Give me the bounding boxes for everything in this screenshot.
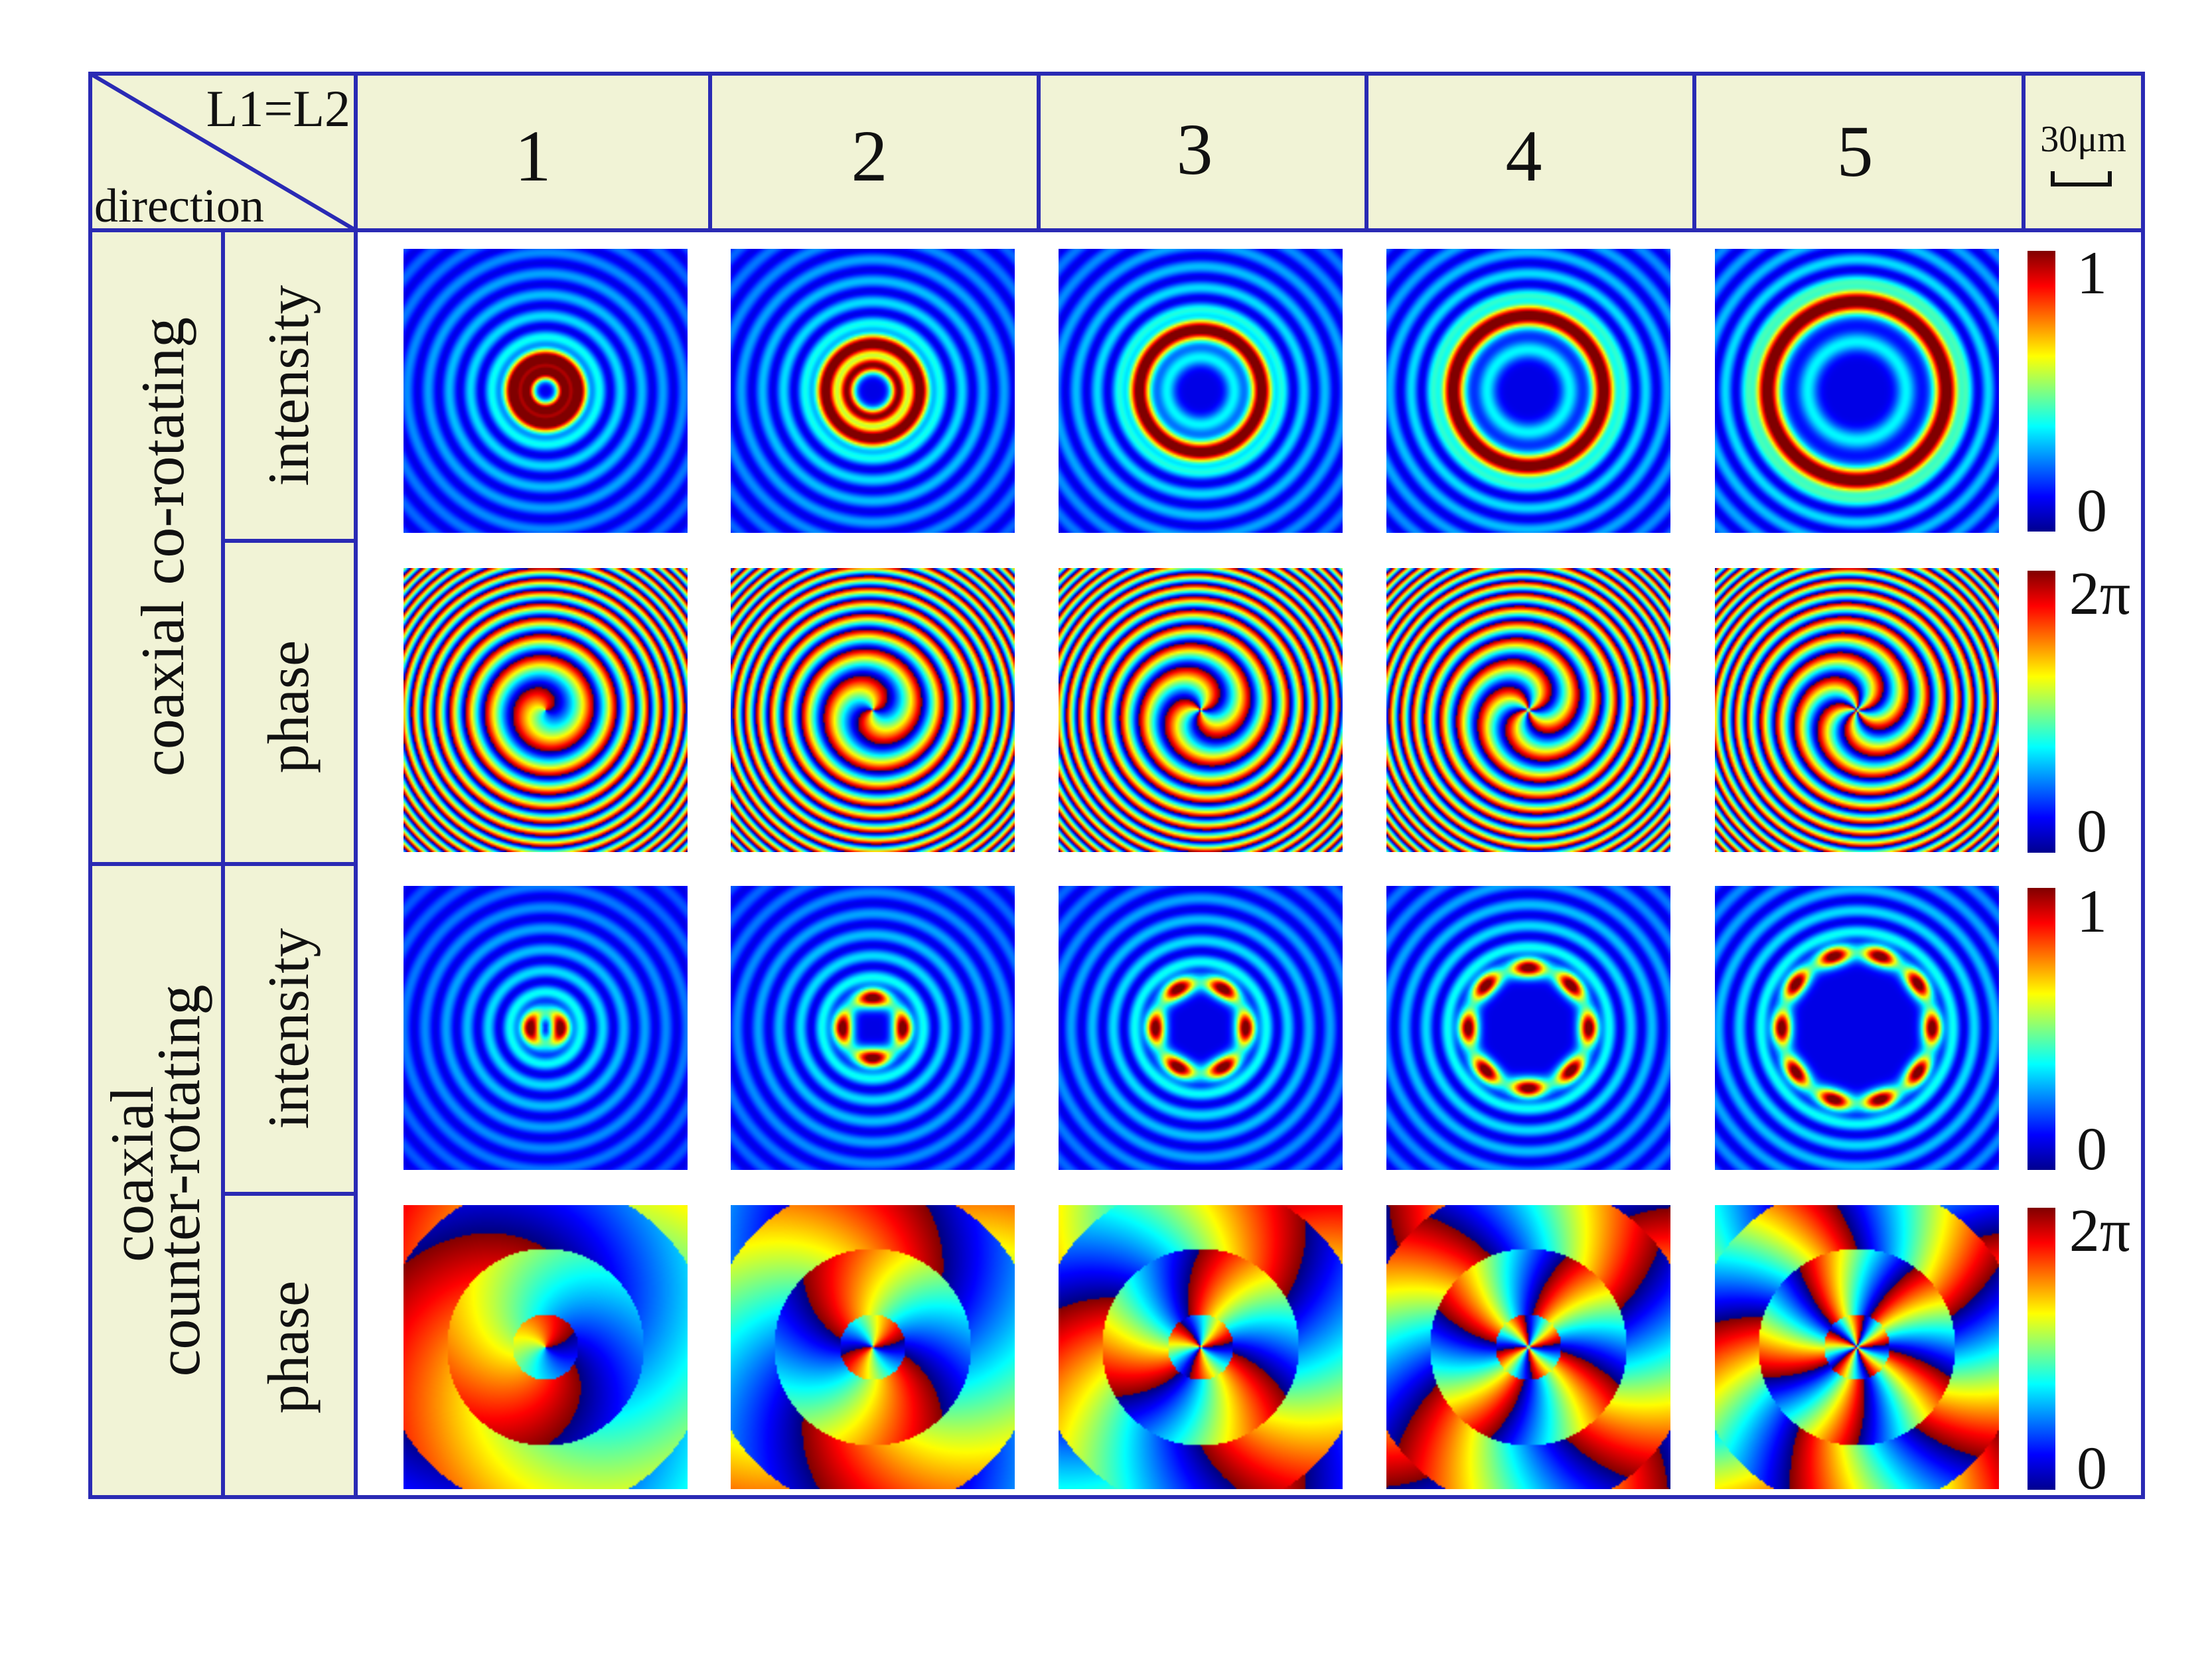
corner-label-top: L1=L2 (206, 80, 350, 137)
colorbar-gradient (2028, 1208, 2055, 1490)
colorbar-gradient (2028, 888, 2055, 1170)
counter-intensity-l5-panel (1715, 886, 1999, 1170)
column-header-3: 3 (1177, 109, 1213, 190)
row-label-phase-2: phase (257, 1281, 321, 1413)
colorbar-min-label: 0 (2077, 476, 2107, 544)
row-label-intensity-1: intensity (257, 285, 321, 486)
colorbar-min-label: 0 (2077, 1115, 2107, 1183)
group-label-counter-line2: counter-rotating (145, 985, 212, 1377)
co-intensity-l4-panel (1386, 249, 1670, 533)
colorbar-row-3: 1 0 (2028, 877, 2107, 1183)
row-label-intensity-2: intensity (257, 928, 321, 1129)
counter-phase-l3-panel (1059, 1205, 1343, 1489)
colorbar-min-label: 0 (2077, 797, 2107, 865)
co-intensity-l3-panel (1059, 249, 1343, 533)
column-header-4: 4 (1506, 115, 1542, 196)
co-phase-l2-panel (731, 568, 1015, 852)
column-header-2: 2 (851, 115, 888, 196)
co-intensity-l2-panel (731, 249, 1015, 533)
colorbar-row-2: 2π 0 (2028, 559, 2130, 865)
colorbar-row-4: 2π 0 (2028, 1196, 2130, 1502)
colorbar-min-label: 0 (2077, 1434, 2107, 1502)
co-intensity-l1-panel (404, 249, 688, 533)
corner-label-bottom: direction (94, 179, 264, 232)
table-grid (88, 72, 2145, 1499)
co-phase-l1-panel (404, 568, 688, 852)
column-header-1: 1 (515, 115, 552, 196)
row-label-phase-1: phase (257, 640, 321, 773)
colorbar-max-label: 2π (2069, 559, 2130, 627)
counter-phase-l2-panel (731, 1205, 1015, 1489)
co-phase-l3-panel (1059, 568, 1343, 852)
corner-diagonal (89, 72, 357, 232)
colorbar-row-1: 1 0 (2028, 239, 2107, 544)
scalebar (2051, 171, 2112, 186)
colorbar-max-label: 1 (2077, 877, 2107, 945)
group-label-co-rotating: coaxial co-rotating (129, 317, 196, 776)
image-panels (404, 249, 1999, 1489)
counter-phase-l5-panel (1715, 1205, 1999, 1489)
column-header-5: 5 (1837, 111, 1874, 192)
counter-phase-l4-panel (1386, 1205, 1670, 1489)
counter-intensity-l3-panel (1059, 886, 1343, 1170)
colorbar-max-label: 2π (2069, 1196, 2130, 1264)
colorbar-max-label: 1 (2077, 239, 2107, 307)
co-intensity-l5-panel (1715, 249, 1999, 533)
counter-intensity-l1-panel (404, 886, 688, 1170)
colorbar-gradient (2028, 571, 2055, 853)
co-phase-l4-panel (1386, 568, 1670, 852)
counter-intensity-l4-panel (1386, 886, 1670, 1170)
group-label-counter-line1: coaxial (98, 1086, 166, 1262)
colorbar-gradient (2028, 251, 2055, 532)
counter-phase-l1-panel (404, 1205, 688, 1489)
counter-intensity-l2-panel (731, 886, 1015, 1170)
co-phase-l5-panel (1715, 568, 1999, 852)
scalebar-label: 30μm (2040, 119, 2126, 160)
